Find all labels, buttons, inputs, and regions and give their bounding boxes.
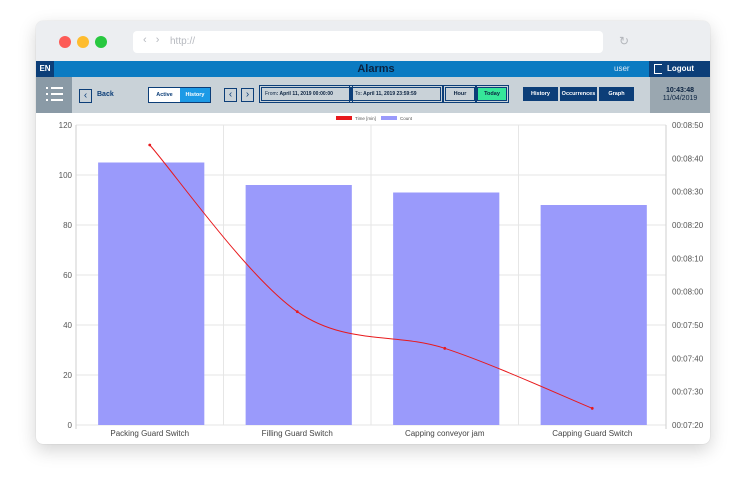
legend-label-time: Time [min] — [355, 116, 376, 121]
history-view-button[interactable]: History — [523, 87, 558, 101]
x-tick-label: Capping conveyor jam — [405, 429, 485, 438]
previous-period-button[interactable]: ‹ — [224, 88, 237, 102]
reload-icon[interactable]: ↻ — [619, 34, 630, 48]
y-left-tick-label: 100 — [59, 171, 73, 180]
tab-history[interactable]: History — [180, 88, 210, 102]
from-value: April 11, 2019 00:00:00 — [279, 91, 333, 97]
to-date-field[interactable]: To: April 11, 2019 23:59:59 — [349, 85, 443, 103]
back-forward-icon[interactable]: ‹ › — [143, 34, 163, 46]
mode-toggle: Active History — [148, 87, 211, 103]
browser-titlebar: ‹ › http:// ↻ — [36, 21, 710, 61]
bar — [245, 185, 352, 425]
chart-legend: Time [min] Count — [336, 116, 413, 121]
y-left-tick-label: 60 — [63, 271, 72, 280]
current-date: 11/04/2019 — [662, 95, 698, 102]
graph-view-button[interactable]: Graph — [599, 87, 634, 101]
chevron-left-icon: ‹ — [79, 89, 92, 103]
hour-button[interactable]: Hour — [443, 85, 477, 103]
y-right-tick-label: 00:08:30 — [672, 188, 704, 197]
from-date-field[interactable]: From: April 11, 2019 00:00:00 — [259, 85, 353, 103]
logout-icon — [654, 64, 662, 74]
browser-window: ‹ › http:// ↻ EN Alarms user Logout ‹ Ba… — [36, 21, 710, 444]
bar — [98, 162, 205, 425]
current-time: 10:43:48 — [665, 87, 695, 94]
y-left-tick-label: 0 — [68, 421, 73, 430]
address-text: http:// — [170, 36, 196, 47]
legend-swatch-time — [336, 116, 352, 120]
line-point — [295, 310, 299, 314]
today-button[interactable]: Today — [475, 85, 509, 103]
from-prefix: From — [265, 91, 277, 97]
y-right-tick-label: 00:07:30 — [672, 388, 704, 397]
line-point — [148, 143, 152, 147]
chart-area: 0 20 40 60 80 100 120 00:07:20 00:07:30 00:07:40 0… — [36, 113, 710, 444]
y-left-tick-label: 20 — [63, 371, 72, 380]
y-right-tick-label: 00:07:50 — [672, 321, 704, 330]
y-right-tick-label: 00:08:10 — [672, 254, 704, 263]
address-bar[interactable]: ‹ › http:// — [133, 31, 603, 53]
close-window-button[interactable] — [59, 36, 71, 48]
y-right-tick-label: 00:08:20 — [672, 221, 704, 230]
x-tick-label: Capping Guard Switch — [552, 429, 632, 438]
logout-button[interactable]: Logout — [649, 61, 710, 77]
logout-label: Logout — [667, 64, 695, 73]
x-tick-label: Filling Guard Switch — [262, 429, 333, 438]
maximize-window-button[interactable] — [95, 36, 107, 48]
app-header: EN Alarms user Logout — [36, 61, 710, 77]
y-right-tick-label: 00:08:00 — [672, 288, 704, 297]
menu-list-icon[interactable] — [36, 77, 72, 113]
next-period-button[interactable]: › — [241, 88, 254, 102]
minimize-window-button[interactable] — [77, 36, 89, 48]
legend-swatch-count — [381, 116, 397, 120]
y-right-tick-label: 00:07:40 — [672, 354, 704, 363]
to-prefix: To — [355, 91, 361, 97]
y-right-tick-label: 00:08:40 — [672, 154, 704, 163]
bar — [393, 192, 500, 425]
page-title: Alarms — [357, 63, 395, 75]
y-left-tick-label: 120 — [59, 121, 73, 130]
line-point — [443, 346, 447, 350]
alarms-chart: 0 20 40 60 80 100 120 00:07:20 00:07:30 00:07:40 0… — [59, 116, 704, 438]
clock-panel: 10:43:48 11/04/2019 — [650, 77, 710, 113]
y-right-tick-label: 00:08:50 — [672, 121, 704, 130]
y-left-tick-label: 80 — [63, 221, 72, 230]
legend-label-count: Count — [400, 116, 413, 121]
back-label: Back — [97, 91, 114, 98]
time-line-series — [149, 144, 593, 409]
occurrences-view-button[interactable]: Occurrences — [560, 87, 597, 101]
y-right-tick-label: 00:07:20 — [672, 421, 704, 430]
y-left-tick-label: 40 — [63, 321, 72, 330]
bar — [540, 205, 647, 425]
tab-active[interactable]: Active — [149, 88, 180, 102]
alarms-toolbar: ‹ Back Active History ‹ › From: April 11… — [36, 77, 710, 113]
language-button[interactable]: EN — [36, 61, 54, 77]
to-value: April 11, 2019 23:59:59 — [363, 91, 417, 97]
x-tick-label: Packing Guard Switch — [110, 429, 189, 438]
user-label: user — [614, 64, 630, 73]
line-point — [590, 406, 594, 410]
